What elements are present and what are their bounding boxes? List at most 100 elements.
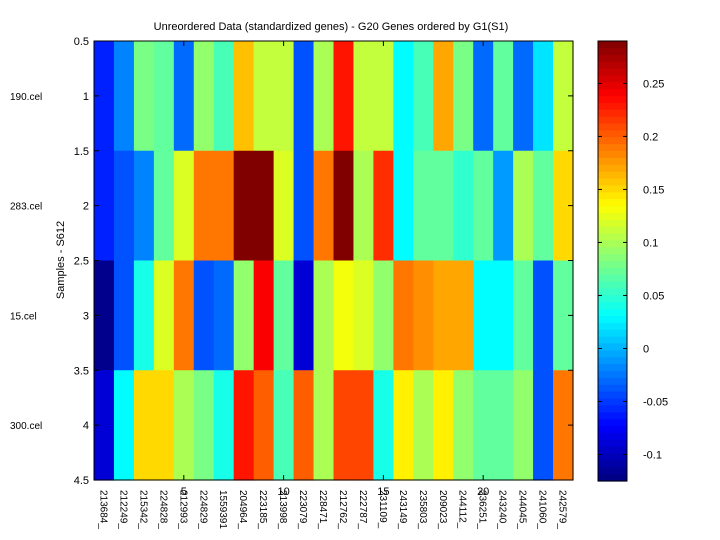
colorbar-segment: [598, 261, 627, 269]
colorbar-segment: [598, 302, 627, 310]
heatmap-cell-r4-c17: [413, 370, 434, 481]
heatmap-cell-r3-c9: [253, 260, 275, 371]
heatmap-cell-r4-c4: [153, 370, 175, 481]
colorbar-tick-label: 0.2: [643, 131, 658, 143]
colorbar-segment: [598, 274, 627, 283]
column-label: 241060_: [537, 490, 548, 529]
colorbar-segment: [598, 474, 627, 482]
colorbar-segment: [598, 157, 627, 166]
heatmap-cell-r2-c14: [353, 150, 375, 262]
column-label: 224829_: [197, 490, 208, 529]
heatmap-cell-r3-c5: [173, 260, 195, 371]
colorbar-frame: [597, 40, 628, 482]
heatmap-cell-r4-c22: [513, 370, 534, 481]
heatmap-cell-r3-c10: [273, 260, 295, 371]
colorbar-segment: [598, 226, 627, 235]
colorbar-segment: [598, 89, 627, 97]
colorbar-segment: [598, 426, 627, 434]
heatmap-cell-r3-c20: [473, 260, 494, 371]
column-label: 213684_: [98, 490, 109, 529]
heatmap-cell-r2-c5: [173, 150, 195, 262]
heatmap-cell-r2-c20: [473, 150, 494, 262]
colorbar-segment: [598, 178, 627, 186]
heatmap-cell-r4-c7: [213, 370, 235, 481]
y-tick-label: 1: [83, 91, 89, 103]
colorbar-segment: [598, 322, 627, 331]
heatmap-cell-r2-c4: [153, 150, 175, 262]
heatmap-cell-r4-c13: [333, 370, 355, 481]
heatmap-cell-r1-c9: [253, 41, 275, 152]
column-label: 244112_: [457, 490, 468, 529]
heatmap-cell-r4-c3: [133, 370, 155, 481]
heatmap-cell-r1-c6: [193, 41, 215, 152]
heatmap-cell-r1-c18: [433, 41, 454, 152]
colorbar: -0.1 -0.05 0 0.05 0.1 0.15 0.2 0.25: [597, 40, 668, 482]
column-label: 244045_: [517, 490, 528, 529]
column-label: 243240_: [497, 490, 508, 529]
heatmap-cell-r1-c11: [293, 41, 315, 152]
heatmap-cell-r2-c11: [293, 150, 315, 262]
column-label: 235803_: [417, 490, 428, 529]
colorbar-segment: [598, 102, 627, 111]
heatmap-cell-r2-c17: [413, 150, 434, 262]
heatmap-cell-r1-c13: [333, 41, 355, 152]
heatmap-cell-r1-c21: [493, 41, 514, 152]
heatmap-cell-r1-c14: [353, 41, 375, 152]
colorbar-segment: [598, 446, 627, 455]
row-label: 283.cel: [10, 202, 42, 213]
heatmap-cell-r2-c2: [113, 150, 135, 262]
row-label: 15.cel: [10, 311, 37, 322]
colorbar-segment: [598, 309, 627, 317]
colorbar-tick-label: 0.25: [643, 78, 664, 90]
heatmap-cell-r3-c2: [113, 260, 135, 371]
colorbar-segment: [598, 288, 627, 296]
heatmap-cell-r2-c15: [373, 150, 394, 262]
y-tick-label: 4: [83, 420, 89, 432]
colorbar-segment: [598, 350, 627, 358]
heatmap-cell-r4-c12: [313, 370, 335, 481]
heatmap-cell-r1-c15: [373, 41, 394, 152]
colorbar-segment: [598, 130, 627, 138]
colorbar-segment: [598, 199, 627, 207]
colorbar-tick-label: 0.05: [643, 290, 664, 302]
heatmap-cell-r1-c1: [94, 41, 115, 152]
colorbar-segment: [598, 377, 627, 386]
heatmap-cell-r2-c21: [493, 150, 514, 262]
heatmap-cell-r1-c2: [113, 41, 135, 152]
heatmap-cell-r1-c12: [313, 41, 335, 152]
heatmap-cell-r3-c4: [153, 260, 175, 371]
heatmap-cell-r4-c18: [433, 370, 454, 481]
heatmap-cell-r4-c5: [173, 370, 195, 481]
heatmap-cell-r2-c1: [94, 150, 115, 262]
heatmap-cell-r1-c17: [413, 41, 434, 152]
heatmap-cell-r3-c14: [353, 260, 375, 371]
heatmap-cell-r1-c4: [153, 41, 175, 152]
heatmap-cell-r4-c15: [373, 370, 394, 481]
colorbar-segment: [598, 412, 627, 420]
heatmap-cell-r2-c13: [333, 150, 355, 262]
column-label: 223079_: [297, 490, 308, 529]
heatmap-cell-r1-c19: [453, 41, 474, 152]
colorbar-segment: [598, 343, 627, 351]
heatmap-cell-r3-c18: [433, 260, 454, 371]
heatmap-cell-r3-c15: [373, 260, 394, 371]
heatmap-cell-r2-c16: [393, 150, 414, 262]
colorbar-segment: [598, 281, 627, 290]
heatmap-cell-r4-c1: [94, 370, 115, 481]
heatmap-cell-r3-c3: [133, 260, 155, 371]
chart-title: Unreordered Data (standardized genes) - …: [154, 21, 509, 33]
colorbar-segment: [598, 41, 627, 49]
heatmap-cell-r1-c23: [533, 41, 554, 152]
heatmap-cell-r3-c16: [393, 260, 414, 371]
heatmap-cell-r3-c7: [213, 260, 235, 371]
colorbar-segment: [598, 336, 627, 345]
heatmap-cell-r2-c6: [193, 150, 215, 262]
colorbar-segment: [598, 267, 627, 276]
heatmap-cell-r2-c7: [213, 150, 235, 262]
heatmap-cell-r3-c24: [553, 260, 574, 371]
heatmap-cell-r4-c6: [193, 370, 215, 481]
colorbar-segment: [598, 151, 627, 159]
heatmap-cell-r4-c10: [273, 370, 295, 481]
heatmap-cell-r1-c16: [393, 41, 414, 152]
colorbar-segment: [598, 419, 627, 427]
